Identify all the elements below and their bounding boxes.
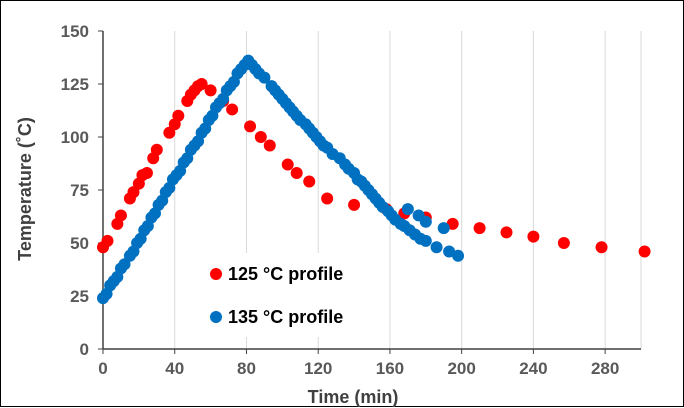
data-point-125 — [500, 226, 513, 239]
data-point-125 — [348, 198, 361, 211]
data-point-125 — [226, 103, 239, 116]
y-tick-label: 0 — [80, 340, 89, 359]
y-tick-label: 50 — [70, 234, 89, 253]
data-point-135 — [419, 215, 432, 228]
data-point-125 — [527, 230, 540, 243]
data-point-125 — [446, 217, 459, 230]
y-tick-label: 100 — [61, 128, 89, 147]
x-tick-label: 40 — [165, 359, 184, 378]
y-tick-label: 25 — [70, 287, 89, 306]
data-point-125 — [195, 78, 208, 90]
data-point-125 — [321, 192, 334, 205]
x-tick-label: 240 — [519, 359, 547, 378]
data-point-125 — [557, 237, 570, 249]
data-point-125 — [638, 245, 651, 258]
data-point-125 — [595, 241, 608, 254]
data-point-125 — [101, 234, 114, 247]
x-tick-label: 200 — [447, 359, 475, 378]
data-point-125 — [254, 131, 267, 143]
data-point-135 — [452, 249, 465, 262]
data-point-125 — [204, 84, 217, 97]
x-tick-label: 120 — [304, 359, 332, 378]
x-axis-title: Time (min) — [308, 387, 399, 407]
x-tick-labels: 0 40 80 120 160 200 240 280 — [98, 359, 619, 378]
x-tick-label: 80 — [237, 359, 256, 378]
legend-marker-125 — [210, 268, 222, 280]
data-point-125 — [263, 139, 276, 152]
data-point-125 — [290, 167, 303, 180]
series-125-profile — [97, 78, 651, 258]
legend-marker-135 — [210, 311, 222, 323]
series-135-profile — [97, 54, 465, 305]
y-tick-labels: 0 25 50 75 100 125 150 — [61, 22, 89, 359]
data-point-135 — [401, 203, 414, 216]
y-tick-label: 125 — [61, 75, 89, 94]
y-axis-title: Temperature (˚C) — [15, 117, 35, 261]
x-tick-label: 280 — [591, 359, 619, 378]
data-point-125 — [150, 143, 163, 156]
data-point-125 — [303, 175, 316, 188]
x-tick-label: 0 — [98, 359, 107, 378]
data-point-135 — [443, 245, 456, 258]
data-point-135 — [419, 234, 432, 247]
x-tick-label: 160 — [376, 359, 404, 378]
y-tick-label: 150 — [61, 22, 89, 41]
data-point-135 — [430, 241, 443, 254]
data-point-125 — [114, 209, 127, 222]
data-point-135 — [258, 71, 271, 84]
data-point-125 — [140, 167, 153, 180]
data-point-125 — [244, 120, 257, 133]
legend-label-135: 135 °C profile — [228, 307, 343, 327]
y-tick-label: 75 — [70, 181, 89, 200]
data-point-125 — [172, 109, 185, 122]
data-point-135 — [437, 222, 450, 235]
legend-label-125: 125 °C profile — [228, 264, 343, 284]
data-point-125 — [473, 222, 486, 235]
legend: 125 °C profile 135 °C profile — [189, 253, 383, 337]
legend-background — [189, 253, 383, 337]
data-point-125 — [281, 158, 294, 171]
grid-lines — [174, 31, 642, 349]
